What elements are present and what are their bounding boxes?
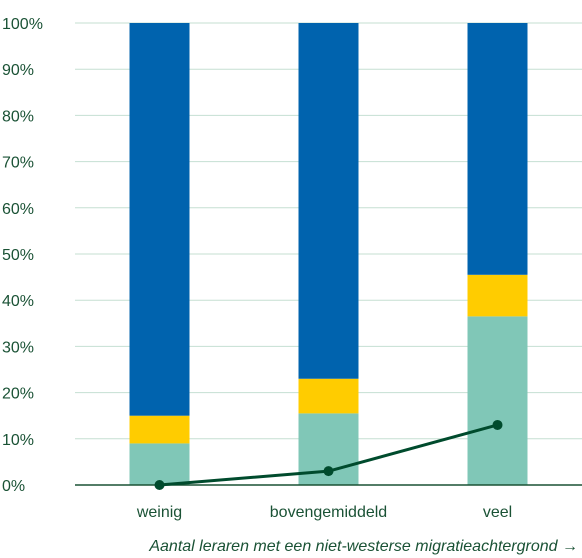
bar-segment xyxy=(467,316,528,485)
y-tick-label: 80% xyxy=(2,108,34,125)
x-axis-label: Aantal leraren met een niet-westerse mig… xyxy=(148,538,578,555)
x-axis-ticks: weinig bovengemiddeld veel xyxy=(136,504,512,521)
y-tick-label: 100% xyxy=(2,16,43,33)
trend-point xyxy=(323,466,334,477)
bar-segment xyxy=(129,23,190,416)
bars xyxy=(129,23,528,485)
x-tick-label: veel xyxy=(483,504,512,521)
bar-segment xyxy=(129,443,190,485)
trend-line xyxy=(154,419,503,490)
y-tick-label: 40% xyxy=(2,293,34,310)
bar-segment xyxy=(129,415,190,444)
y-tick-label: 0% xyxy=(2,478,25,495)
trend-point xyxy=(154,480,165,490)
y-tick-label: 60% xyxy=(2,201,34,218)
bar-segment xyxy=(298,23,359,379)
trend-point xyxy=(492,419,503,430)
y-tick-label: 50% xyxy=(2,247,34,264)
y-tick-label: 20% xyxy=(2,386,34,403)
x-tick-label: weinig xyxy=(136,504,182,521)
bar-segment xyxy=(467,23,528,275)
bar-segment xyxy=(298,378,359,414)
y-axis-ticks: 0% 10% 20% 30% 40% 50% 60% 70% 80% 90% 100% xyxy=(2,16,43,495)
y-tick-label: 30% xyxy=(2,339,34,356)
bar-segment xyxy=(467,274,528,317)
y-tick-label: 90% xyxy=(2,62,34,79)
x-tick-label: bovengemiddeld xyxy=(270,504,387,521)
y-tick-label: 10% xyxy=(2,432,34,449)
y-tick-label: 70% xyxy=(2,155,34,172)
